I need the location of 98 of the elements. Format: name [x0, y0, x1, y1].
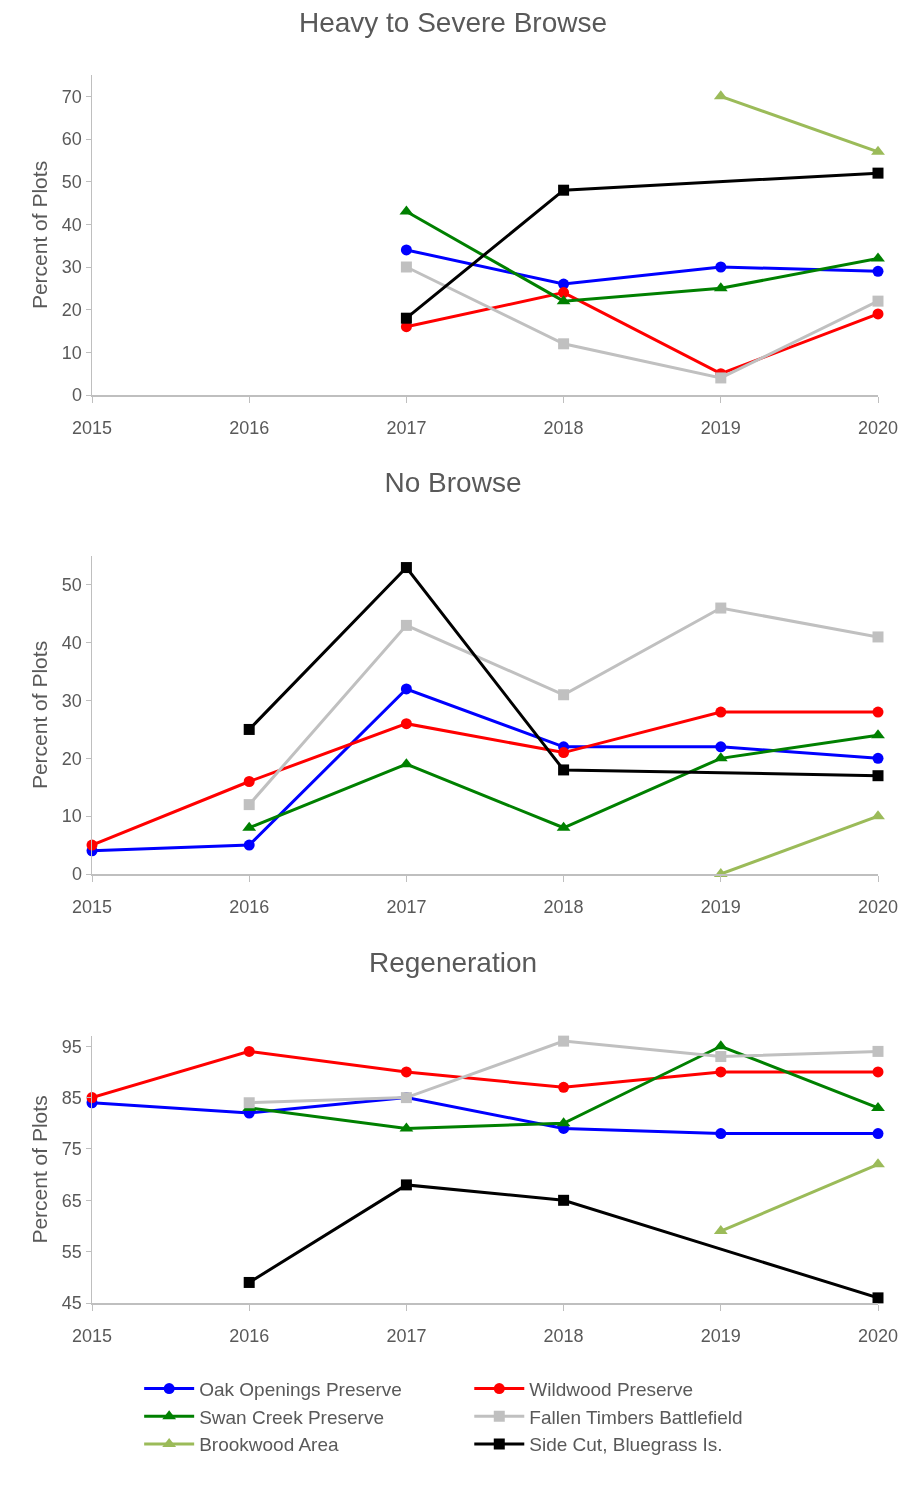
legend-label: Side Cut, Bluegrass Is.: [529, 1434, 723, 1456]
y-axis-title: Percent of Plots: [28, 160, 52, 310]
point: [558, 689, 570, 701]
y-tick-label: 60: [61, 129, 82, 150]
x-tick-label: 2016: [229, 897, 270, 918]
point: [400, 312, 412, 324]
y-tick-label: 0: [71, 864, 82, 885]
point: [400, 1179, 412, 1191]
x-tick-label: 2017: [386, 897, 427, 918]
y-axis-title: Percent of Plots: [28, 640, 52, 790]
y-tick-label: 30: [61, 690, 82, 711]
point: [715, 602, 727, 614]
y-tick-label: 40: [61, 633, 82, 654]
chart-title: Heavy to Severe Browse: [298, 6, 608, 38]
y-tick-label: 50: [61, 575, 82, 596]
point: [243, 1097, 255, 1109]
point: [243, 839, 255, 851]
legend-label: Wildwood Preserve: [529, 1379, 693, 1401]
point: [243, 723, 255, 735]
y-tick-label: 20: [61, 299, 82, 320]
y-tick-label: 55: [61, 1241, 82, 1262]
point: [872, 308, 884, 320]
y-tick-label: 10: [61, 342, 82, 363]
x-tick-label: 2018: [543, 1326, 584, 1347]
y-tick-label: 45: [61, 1293, 82, 1314]
legend-label: Swan Creek Preserve: [199, 1406, 384, 1428]
point: [715, 741, 727, 753]
point: [715, 1066, 727, 1078]
point: [872, 167, 884, 179]
x-tick-label: 2015: [71, 1326, 113, 1347]
legend-label: Brookwood Area: [199, 1434, 340, 1456]
point: [558, 1194, 570, 1206]
point: [243, 775, 255, 787]
point: [558, 1035, 570, 1047]
x-tick-label: 2016: [229, 418, 270, 439]
x-tick-label: 2018: [543, 418, 584, 439]
chart-title: No Browse: [384, 466, 522, 498]
point: [558, 184, 570, 196]
point: [872, 1128, 884, 1140]
point: [871, 729, 885, 739]
y-tick-label: 20: [61, 748, 82, 769]
point: [872, 631, 884, 643]
point: [871, 1101, 885, 1111]
x-tick-label: 2020: [857, 897, 899, 918]
point: [871, 252, 885, 262]
point: [400, 683, 412, 695]
y-tick-label: 75: [61, 1139, 82, 1160]
x-tick-label: 2015: [71, 418, 113, 439]
x-tick-label: 2020: [857, 1326, 899, 1347]
point: [243, 1045, 255, 1057]
point: [872, 265, 884, 277]
point: [558, 747, 570, 759]
x-tick-label: 2017: [386, 418, 427, 439]
point: [872, 770, 884, 782]
point: [400, 718, 412, 730]
point: [715, 1051, 727, 1063]
y-tick-label: 70: [61, 86, 82, 107]
chart-title: Regeneration: [368, 946, 538, 978]
point: [400, 244, 412, 256]
point: [400, 1066, 412, 1078]
point: [558, 1081, 570, 1093]
x-tick-label: 2018: [543, 897, 584, 918]
x-tick-label: 2015: [71, 897, 113, 918]
y-tick-label: 85: [61, 1087, 82, 1108]
point: [872, 706, 884, 718]
point: [400, 562, 412, 574]
x-tick-label: 2019: [700, 418, 741, 439]
x-tick-label: 2019: [700, 1326, 741, 1347]
point: [715, 261, 727, 273]
point: [243, 1276, 255, 1288]
point: [872, 1292, 884, 1304]
y-tick-label: 95: [61, 1036, 82, 1057]
legend-label: Fallen Timbers Battlefield: [529, 1406, 743, 1428]
point: [400, 619, 412, 631]
y-tick-label: 50: [61, 171, 82, 192]
point: [715, 706, 727, 718]
x-tick-label: 2019: [700, 897, 741, 918]
x-tick-label: 2017: [386, 1326, 427, 1347]
legend-label: Oak Openings Preserve: [199, 1379, 402, 1401]
y-axis-title: Percent of Plots: [28, 1095, 52, 1244]
point: [872, 1066, 884, 1078]
y-tick-label: 30: [61, 257, 82, 278]
y-tick-label: 40: [61, 214, 82, 235]
point: [243, 799, 255, 811]
point: [558, 764, 570, 776]
y-tick-label: 10: [61, 806, 82, 827]
y-tick-label: 65: [61, 1190, 82, 1211]
point: [715, 1128, 727, 1140]
y-tick-label: 0: [71, 385, 82, 406]
point: [715, 372, 727, 384]
x-tick-label: 2020: [857, 418, 899, 439]
point: [558, 338, 570, 350]
point: [872, 1045, 884, 1057]
x-tick-label: 2016: [229, 1326, 270, 1347]
point: [400, 261, 412, 273]
point: [872, 752, 884, 764]
point: [558, 287, 570, 299]
point: [872, 295, 884, 307]
